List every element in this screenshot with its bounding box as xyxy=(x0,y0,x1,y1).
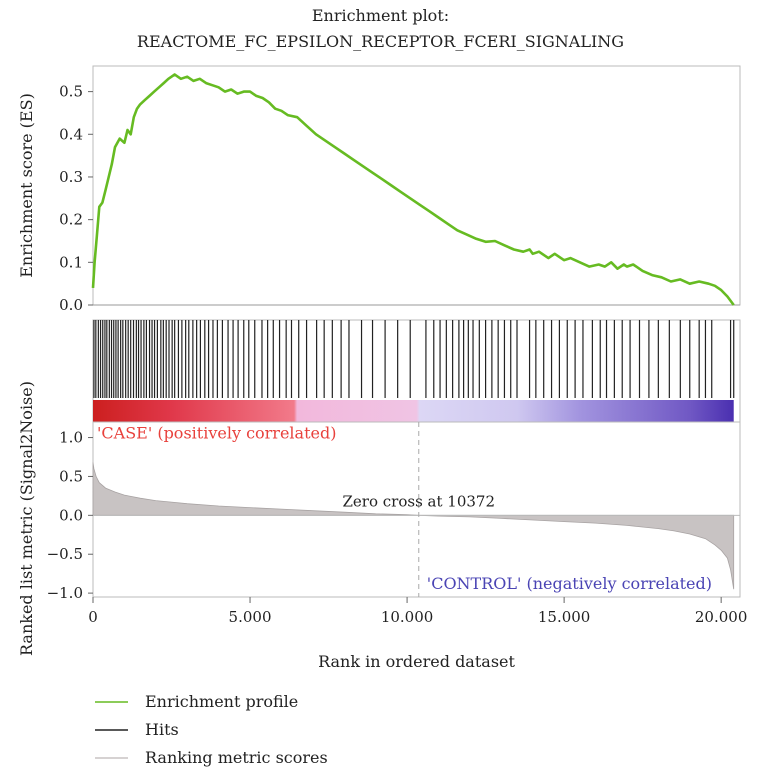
x-tick-label: 5.000 xyxy=(229,608,272,626)
es-ytick-label: 0.0 xyxy=(59,296,83,314)
chart-title-line1: Enrichment plot: xyxy=(311,6,450,25)
metric-ytick-label: −0.5 xyxy=(47,545,83,563)
es-ytick-label: 0.4 xyxy=(59,125,83,143)
es-profile-line xyxy=(91,73,735,306)
x-tick-label: 15.000 xyxy=(538,608,591,626)
x-tick-label: 10.000 xyxy=(381,608,434,626)
control-label: 'CONTROL' (negatively correlated) xyxy=(427,574,712,593)
metric-ytick-label: 0.5 xyxy=(59,467,83,485)
x-axis: 0 5.000 10.000 15.000 20.000 Rank in ordered … xyxy=(88,597,747,671)
case-label: 'CASE' (positively correlated) xyxy=(97,424,336,443)
legend-item-label: Enrichment profile xyxy=(145,692,298,711)
metric-ylabel: Ranked list metric (Signal2Noise) xyxy=(17,381,36,656)
es-frame xyxy=(92,65,741,306)
es-ylabel: Enrichment score (ES) xyxy=(17,93,36,278)
ranking-metric-area xyxy=(92,462,735,590)
legend: Enrichment profile Hits Ranking metric sco… xyxy=(95,692,328,767)
x-axis-label: Rank in ordered dataset xyxy=(318,652,515,671)
chart-title-line2: REACTOME_FC_EPSILON_RECEPTOR_FCERI_SIGNA… xyxy=(136,32,625,51)
x-tick-label: 20.000 xyxy=(695,608,748,626)
es-ytick-label: 0.2 xyxy=(59,211,83,229)
metric-panel: 1.0 0.5 0.0 −0.5 −1.0 Zero cross at 10372 'CAS… xyxy=(17,381,741,656)
hits-panel xyxy=(92,319,741,423)
zero-cross-label: Zero cross at 10372 xyxy=(343,492,496,510)
metric-ytick-label: 1.0 xyxy=(59,429,83,447)
legend-item-label: Ranking metric scores xyxy=(145,748,328,767)
es-ytick-label: 0.3 xyxy=(59,168,83,186)
metric-ytick-label: 0.0 xyxy=(59,506,83,524)
es-ytick-label: 0.1 xyxy=(59,253,83,271)
x-tick-label: 0 xyxy=(88,608,98,626)
es-panel: 0.0 0.1 0.2 0.3 0.4 0.5 Enrichment score (ES) xyxy=(17,65,741,314)
legend-item-label: Hits xyxy=(145,720,179,739)
ranking-color-bar xyxy=(93,400,734,422)
es-ytick-label: 0.5 xyxy=(59,83,83,101)
metric-ytick-label: −1.0 xyxy=(47,584,83,602)
